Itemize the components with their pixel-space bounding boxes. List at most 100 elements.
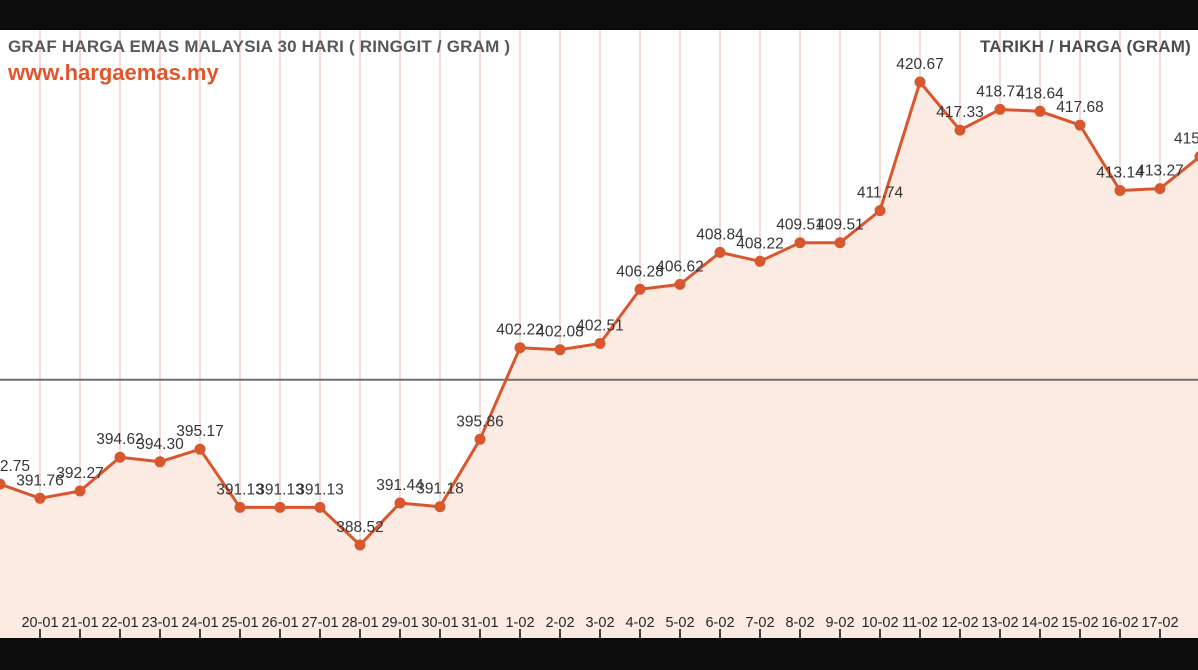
data-point-marker (274, 501, 286, 513)
bottom-letterbox-bar (0, 638, 1198, 670)
data-point-label: 415 (1174, 131, 1198, 148)
data-point-label: 420.67 (896, 56, 943, 73)
chart-region: 2.75 391.76 392.27 394.62 394.30 395.17 391.13… (0, 30, 1198, 638)
data-point-label: 402.51 (576, 318, 623, 335)
top-letterbox-bar (0, 0, 1198, 30)
chart-title: GRAF HARGA EMAS MALAYSIA 30 HARI ( RINGG… (8, 37, 511, 56)
x-axis-label: 26-01 (261, 615, 298, 631)
x-axis-label: 10-02 (861, 615, 898, 631)
data-point-label: 391.13 (256, 481, 303, 498)
data-point-marker (474, 433, 486, 445)
x-axis-label: 28-01 (341, 615, 378, 631)
data-point-label: 418.77 (976, 83, 1023, 100)
data-point-label: 395.17 (176, 423, 223, 440)
data-point-label: 417.33 (936, 104, 983, 121)
x-axis-label: 13-02 (981, 615, 1018, 631)
data-point-marker (994, 103, 1006, 115)
x-axis-label: 11-02 (902, 615, 938, 631)
area-fill (0, 82, 1198, 638)
data-point-label: 417.68 (1056, 99, 1103, 116)
data-point-marker (1114, 185, 1126, 196)
data-point-marker (434, 501, 446, 513)
data-point-label: 406.28 (616, 263, 663, 280)
data-point-marker (674, 278, 686, 290)
data-point-label: 409.51 (776, 217, 823, 234)
data-point-label: 402.08 (536, 324, 583, 341)
x-axis-label: 7-02 (745, 615, 774, 631)
axis-legend-label: TARIKH / HARGA (GRAM) (979, 37, 1191, 56)
data-point-marker (34, 492, 46, 504)
data-point-label: 388.52 (336, 519, 383, 536)
x-axis-label: 12-02 (941, 615, 978, 631)
data-point-marker (554, 344, 566, 356)
data-point-label: 411.74 (857, 185, 904, 202)
data-point-label: 391.13 (216, 481, 263, 498)
x-axis-label: 23-01 (141, 615, 178, 631)
data-point-marker (754, 255, 766, 267)
data-point-marker (114, 451, 126, 463)
data-point-marker (634, 283, 646, 295)
x-axis-label: 8-02 (785, 615, 814, 631)
x-axis-label: 17-02 (1141, 615, 1178, 631)
data-point-label: 2.75 (0, 458, 30, 475)
data-point-label: 418.64 (1016, 85, 1064, 102)
data-point-label: 406.62 (656, 258, 703, 275)
data-point-marker (354, 539, 366, 551)
data-point-marker (0, 478, 6, 490)
data-point-marker (1194, 151, 1198, 162)
data-point-label: 391.44 (376, 477, 424, 494)
data-point-marker (1074, 119, 1086, 131)
data-point-label: 408.22 (736, 235, 783, 252)
x-axis-label: 21-01 (61, 615, 98, 631)
data-point-label: 394.62 (96, 431, 143, 448)
data-point-marker (834, 237, 846, 249)
data-point-marker (874, 205, 886, 217)
website-link[interactable]: www.hargaemas.my (8, 60, 219, 85)
data-point-marker (714, 246, 726, 258)
data-point-label: 395.86 (456, 413, 503, 430)
x-axis-label: 6-02 (705, 615, 734, 631)
x-axis-label: 2-02 (545, 615, 574, 631)
data-point-marker (1154, 183, 1166, 195)
x-axis-label: 22-01 (101, 615, 138, 631)
x-axis-label: 20-01 (21, 615, 58, 631)
x-axis-label: 14-02 (1021, 615, 1058, 631)
x-axis-label: 1-02 (505, 615, 534, 631)
x-axis-label: 27-01 (301, 615, 338, 631)
data-point-marker (514, 342, 526, 354)
x-axis-label: 31-01 (461, 615, 498, 631)
data-point-label: 394.30 (136, 436, 184, 453)
data-point-marker (914, 76, 926, 88)
x-axis-label: 16-02 (1101, 615, 1138, 631)
x-axis-label: 9-02 (825, 615, 854, 631)
data-point-marker (1034, 105, 1046, 117)
data-point-label: 392.27 (56, 465, 103, 482)
data-point-marker (594, 338, 606, 349)
x-axis-label: 24-01 (181, 615, 218, 631)
x-axis-label: 30-01 (421, 615, 458, 631)
data-point-marker (794, 237, 806, 249)
x-axis-label: 29-01 (381, 615, 418, 631)
x-axis-label: 5-02 (665, 615, 694, 631)
x-axis-label: 3-02 (585, 615, 614, 631)
x-axis-label: 25-01 (221, 615, 258, 631)
data-point-label: 408.84 (696, 226, 744, 243)
data-point-marker (954, 124, 966, 136)
data-point-label: 391.76 (16, 472, 63, 489)
data-point-label: 391.18 (416, 481, 463, 498)
data-point-marker (74, 485, 86, 497)
data-point-marker (234, 501, 246, 513)
data-point-label: 413.14 (1096, 165, 1144, 182)
data-point-marker (154, 456, 166, 468)
data-point-label: 413.27 (1136, 163, 1183, 180)
data-point-marker (194, 443, 206, 455)
x-axis-label: 4-02 (625, 615, 654, 631)
data-point-label: 391.13 (296, 481, 343, 498)
data-point-marker (314, 501, 326, 513)
data-point-label: 409.51 (816, 217, 863, 234)
data-point-label: 402.22 (496, 322, 543, 339)
x-axis-label: 15-02 (1061, 615, 1098, 631)
data-point-marker (394, 497, 406, 509)
